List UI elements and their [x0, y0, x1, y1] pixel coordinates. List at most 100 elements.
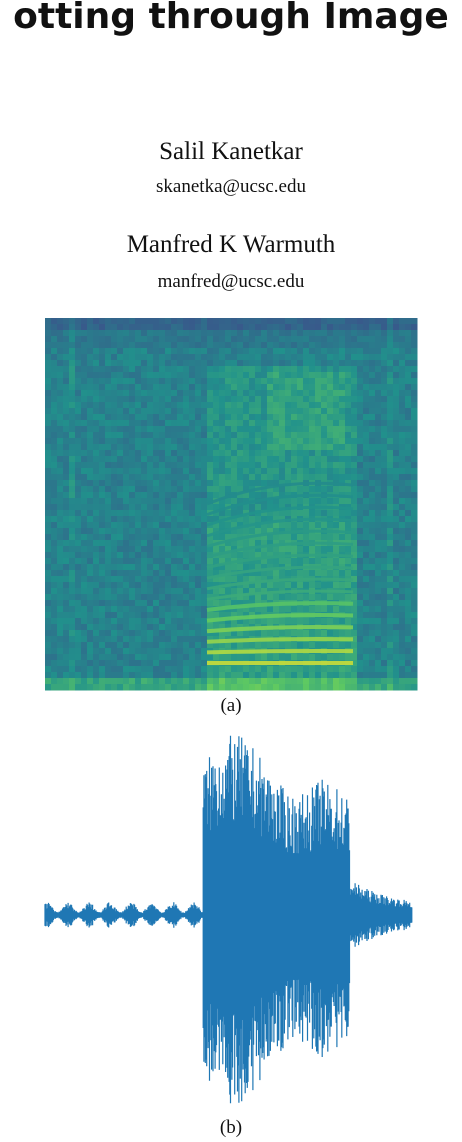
spec-pixel — [291, 432, 298, 439]
spec-pixel — [117, 360, 124, 367]
spec-pixel — [105, 606, 112, 613]
spec-pixel — [81, 558, 88, 565]
spec-pixel — [129, 324, 136, 331]
spec-pixel — [321, 534, 328, 541]
spec-pixel — [309, 558, 316, 565]
spec-pixel — [45, 546, 52, 553]
spec-pixel — [57, 516, 64, 523]
spec-pixel — [87, 438, 94, 445]
spec-pixel — [255, 588, 262, 595]
spec-pixel — [63, 396, 70, 403]
spec-pixel — [345, 360, 352, 367]
spec-pixel — [117, 510, 124, 517]
spec-pixel — [399, 324, 406, 331]
spec-pixel — [171, 642, 178, 649]
spec-pixel — [117, 384, 124, 391]
spec-pixel — [267, 546, 274, 553]
spec-pixel — [411, 600, 418, 607]
spec-pixel — [225, 336, 232, 343]
spec-pixel — [93, 516, 100, 523]
spec-pixel — [63, 318, 70, 325]
spec-pixel — [363, 660, 370, 667]
spec-pixel — [261, 570, 268, 577]
spec-pixel — [45, 672, 52, 679]
spec-pixel — [141, 534, 148, 541]
spec-pixel — [351, 678, 358, 685]
spec-pixel — [357, 444, 364, 451]
spec-pixel — [123, 522, 130, 529]
spec-pixel — [231, 366, 238, 373]
spec-pixel — [57, 426, 64, 433]
spec-pixel — [249, 570, 256, 577]
spec-pixel — [141, 582, 148, 589]
spec-pixel — [369, 396, 376, 403]
spec-pixel — [183, 480, 190, 487]
spec-pixel — [357, 582, 364, 589]
spec-pixel — [345, 534, 352, 541]
spec-pixel — [249, 630, 256, 637]
spec-pixel — [225, 402, 232, 409]
spec-pixel — [381, 600, 388, 607]
spec-pixel — [57, 654, 64, 661]
spec-pixel — [213, 456, 220, 463]
spec-pixel — [219, 522, 226, 529]
spec-pixel — [111, 618, 118, 625]
spec-pixel — [69, 612, 76, 619]
spec-pixel — [129, 468, 136, 475]
spec-pixel — [111, 564, 118, 571]
spec-pixel — [123, 618, 130, 625]
spec-pixel — [195, 618, 202, 625]
spec-pixel — [165, 330, 172, 337]
spec-pixel — [189, 552, 196, 559]
spec-pixel — [339, 606, 346, 613]
spec-pixel — [225, 318, 232, 325]
spec-pixel — [207, 576, 214, 583]
spec-pixel — [147, 678, 154, 685]
spec-pixel — [69, 630, 76, 637]
spec-pixel — [201, 420, 208, 427]
spec-pixel — [105, 384, 112, 391]
spec-pixel — [153, 654, 160, 661]
spec-pixel — [291, 594, 298, 601]
spec-pixel — [117, 372, 124, 379]
spec-pixel — [141, 660, 148, 667]
spec-pixel — [75, 498, 82, 505]
spec-pixel — [219, 372, 226, 379]
spec-pixel — [87, 318, 94, 325]
spec-pixel — [219, 474, 226, 481]
spec-pixel — [333, 414, 340, 421]
spec-pixel — [171, 342, 178, 349]
spec-pixel — [363, 522, 370, 529]
spec-pixel — [249, 594, 256, 601]
spec-pixel — [51, 582, 58, 589]
spec-pixel — [135, 636, 142, 643]
spec-pixel — [309, 384, 316, 391]
spec-pixel — [405, 426, 412, 433]
spec-pixel — [63, 570, 70, 577]
spec-pixel — [333, 420, 340, 427]
spec-pixel — [303, 414, 310, 421]
spec-pixel — [285, 444, 292, 451]
spec-pixel — [51, 654, 58, 661]
spec-pixel — [309, 522, 316, 529]
spec-pixel — [135, 534, 142, 541]
spec-pixel — [177, 408, 184, 415]
spec-pixel — [171, 660, 178, 667]
spec-pixel — [345, 462, 352, 469]
spec-pixel — [129, 576, 136, 583]
spec-pixel — [105, 342, 112, 349]
spec-pixel — [206, 613, 354, 623]
spec-pixel — [315, 366, 322, 373]
spec-pixel — [219, 498, 226, 505]
spec-pixel — [255, 414, 262, 421]
spec-pixel — [45, 552, 52, 559]
spec-pixel — [231, 540, 238, 547]
spec-pixel — [243, 630, 250, 637]
spec-pixel — [207, 444, 214, 451]
spec-pixel — [195, 636, 202, 643]
spec-pixel — [267, 420, 274, 427]
spec-pixel — [243, 318, 250, 325]
spec-pixel — [213, 522, 220, 529]
spec-pixel — [213, 546, 220, 553]
spec-pixel — [381, 624, 388, 631]
